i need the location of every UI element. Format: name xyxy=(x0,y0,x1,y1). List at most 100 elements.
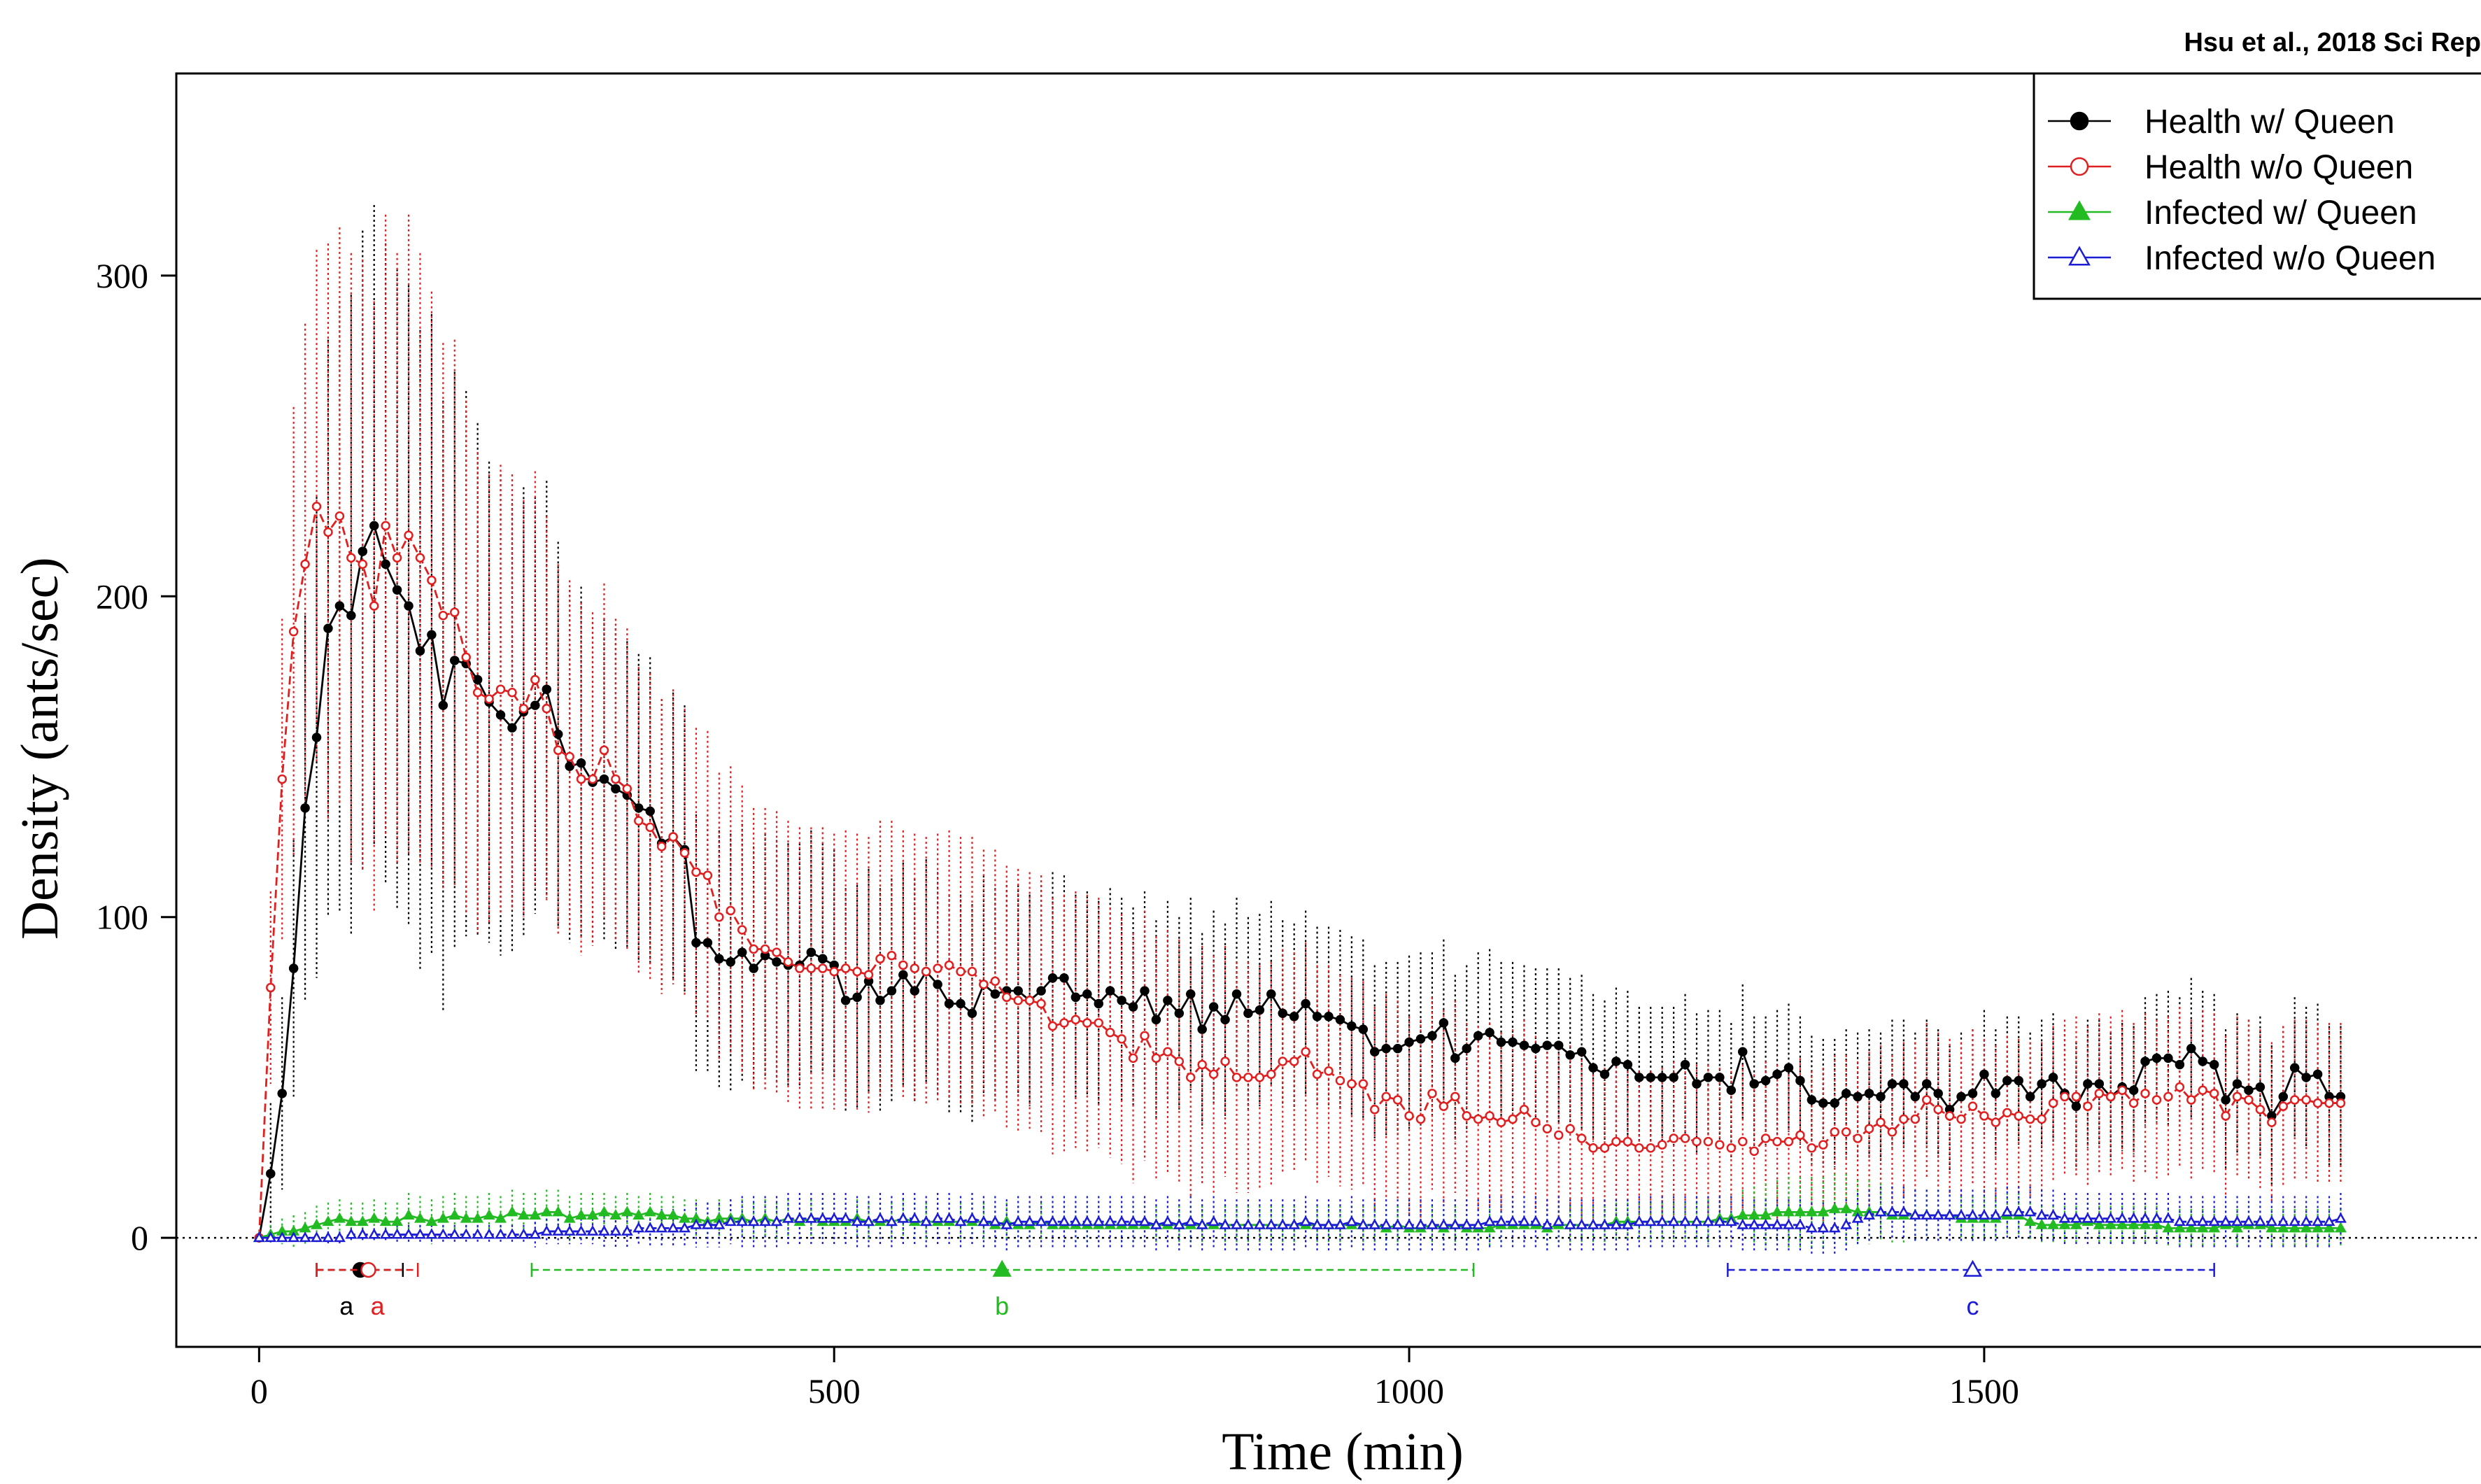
data-point xyxy=(575,1224,588,1236)
data-point xyxy=(1312,1012,1322,1022)
data-point xyxy=(1289,1012,1299,1022)
data-point xyxy=(277,1089,287,1098)
data-point xyxy=(1024,996,1035,1005)
data-point xyxy=(404,530,414,540)
data-point xyxy=(2312,1069,2323,1080)
data-point xyxy=(1047,1021,1058,1031)
data-point xyxy=(2209,1059,2219,1070)
data-point xyxy=(840,1212,852,1223)
data-point xyxy=(2312,1222,2324,1233)
data-point xyxy=(1760,1075,1771,1086)
data-point xyxy=(1841,1127,1851,1137)
data-point xyxy=(1760,1209,1772,1220)
data-point xyxy=(369,521,379,531)
data-point xyxy=(772,957,782,967)
data-point xyxy=(645,822,655,833)
legend-item: Infected w/ Queen xyxy=(2048,195,2417,232)
data-point xyxy=(701,1218,714,1229)
data-point xyxy=(322,1231,334,1243)
data-point xyxy=(1150,1218,1162,1229)
data-point xyxy=(586,1224,599,1236)
data-point xyxy=(2105,1218,2117,1229)
data-point xyxy=(1588,1063,1598,1073)
data-point xyxy=(668,832,678,842)
data-point xyxy=(1576,1047,1587,1057)
data-point xyxy=(1231,1218,1243,1229)
data-point xyxy=(1324,1012,1334,1022)
data-point xyxy=(1932,1209,1944,1220)
data-point xyxy=(1541,1218,1553,1229)
data-point xyxy=(1726,1085,1737,1095)
data-point xyxy=(1576,1218,1588,1229)
data-point xyxy=(2037,1079,2047,1089)
interval-center xyxy=(1963,1259,1983,1277)
data-point xyxy=(529,1228,542,1239)
data-point xyxy=(2070,1218,2082,1229)
data-point xyxy=(495,1212,507,1223)
data-point xyxy=(2093,1218,2105,1229)
data-point xyxy=(2186,1043,2196,1054)
data-point xyxy=(1197,1024,1207,1034)
data-point xyxy=(1553,1040,1564,1050)
data-point xyxy=(1220,1015,1230,1025)
data-point xyxy=(1299,1215,1312,1227)
data-point xyxy=(770,1215,783,1227)
data-point xyxy=(277,774,287,784)
legend-label: Health w/o Queen xyxy=(2144,149,2413,186)
data-point xyxy=(472,674,483,685)
data-point xyxy=(1760,1218,1772,1229)
data-point xyxy=(437,1228,449,1239)
data-point xyxy=(300,559,310,570)
legend-item: Health w/o Queen xyxy=(2048,149,2413,186)
data-point xyxy=(1565,1050,1575,1060)
data-point xyxy=(2105,1212,2117,1223)
data-point xyxy=(931,1212,944,1223)
data-point xyxy=(1094,1018,1104,1028)
legend-item: Infected w/o Queen xyxy=(2048,240,2436,277)
data-point xyxy=(425,1228,438,1239)
data-point xyxy=(1369,1047,1380,1057)
x-tick-label: 1000 xyxy=(1374,1371,1444,1411)
data-point xyxy=(621,1206,633,1217)
data-point xyxy=(1864,1089,1874,1098)
data-point xyxy=(346,611,356,621)
data-point xyxy=(345,1215,358,1227)
data-point xyxy=(656,1222,668,1233)
data-point xyxy=(933,980,942,989)
data-point xyxy=(2323,1222,2335,1233)
data-point xyxy=(943,1212,956,1223)
data-point xyxy=(460,1228,472,1239)
data-point xyxy=(1012,1215,1024,1227)
data-point xyxy=(1311,1218,1324,1229)
data-point xyxy=(1301,1047,1310,1057)
data-point xyxy=(2128,1085,2139,1095)
plot-frame xyxy=(175,72,2481,1348)
data-point xyxy=(288,963,299,973)
data-point xyxy=(461,652,471,663)
data-point xyxy=(1679,1215,1692,1227)
data-point xyxy=(1069,1215,1082,1227)
data-point xyxy=(2173,1215,2186,1227)
data-point xyxy=(2232,1091,2242,1102)
data-point xyxy=(1623,1059,1633,1070)
data-point xyxy=(253,1231,265,1243)
data-point xyxy=(990,989,1001,999)
data-point xyxy=(713,1218,726,1229)
data-point xyxy=(990,976,1001,987)
data-point xyxy=(427,575,437,586)
data-point xyxy=(1646,1073,1655,1082)
data-point xyxy=(2105,1091,2116,1102)
data-point xyxy=(1807,1143,1817,1153)
data-point xyxy=(1036,998,1046,1009)
data-point xyxy=(1427,1089,1437,1098)
data-point xyxy=(2162,1212,2175,1223)
data-point xyxy=(1703,1073,1713,1082)
data-point xyxy=(530,674,540,685)
data-point xyxy=(2312,1098,2323,1108)
data-point xyxy=(1599,1218,1611,1229)
data-point xyxy=(518,703,529,714)
data-point xyxy=(540,1206,553,1217)
data-point xyxy=(1335,1015,1345,1025)
data-point xyxy=(1404,1037,1414,1047)
data-point xyxy=(1404,1111,1414,1121)
